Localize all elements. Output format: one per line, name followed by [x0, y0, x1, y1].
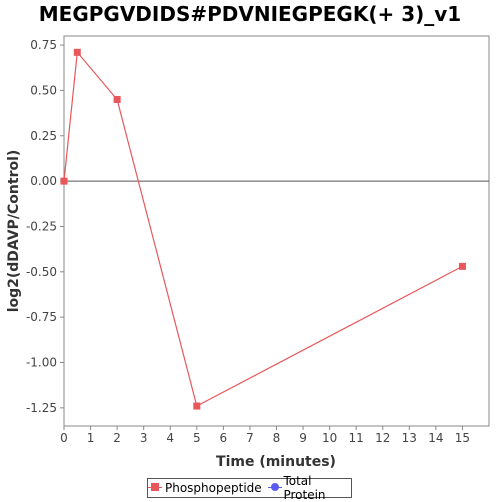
- legend-label-phosphopeptide: Phosphopeptide: [165, 481, 262, 495]
- x-tick-label: 14: [428, 431, 443, 445]
- x-tick-label: 4: [166, 431, 174, 445]
- y-tick-label: -1.25: [26, 401, 57, 415]
- chart-title: MEGPGVDIDS#PDVNIEGPEGK(+ 3)_v1: [38, 2, 462, 26]
- legend: Phosphopeptide Total Protein: [147, 474, 352, 502]
- data-point: [458, 262, 466, 270]
- y-tick-label: -0.25: [26, 219, 57, 233]
- data-point: [193, 402, 201, 410]
- x-tick-label: 9: [299, 431, 307, 445]
- y-tick-label: 0.50: [30, 83, 57, 97]
- data-point: [60, 177, 68, 185]
- x-tick-label: 1: [87, 431, 95, 445]
- plot-area: [63, 35, 490, 427]
- x-tick-label: 7: [246, 431, 254, 445]
- y-tick-label: -0.75: [26, 310, 57, 324]
- x-tick-label: 15: [455, 431, 470, 445]
- data-point: [73, 48, 81, 56]
- y-tick-label: 0.25: [30, 129, 57, 143]
- legend-label-total-protein: Total Protein: [283, 474, 326, 502]
- y-axis-label: log2(dDAVP/Control): [6, 150, 22, 313]
- x-axis-label: Time (minutes): [216, 454, 336, 470]
- x-tick-label: 5: [193, 431, 201, 445]
- y-tick-label: -1.00: [26, 356, 57, 370]
- x-tick-label: 0: [60, 431, 68, 445]
- x-tick-label: 12: [375, 431, 390, 445]
- data-point: [113, 95, 121, 103]
- x-tick-label: 2: [113, 431, 121, 445]
- x-tick-label: 6: [220, 431, 228, 445]
- y-tick-label: 0.00: [30, 174, 57, 188]
- legend-square-marker-icon: [148, 483, 162, 493]
- x-tick-label: 3: [140, 431, 148, 445]
- y-tick-label: 0.75: [30, 38, 57, 52]
- legend-item-total-protein: Total Protein: [267, 474, 351, 502]
- x-tick-label: 13: [402, 431, 417, 445]
- x-tick-label: 8: [273, 431, 281, 445]
- legend-circle-marker-icon: [267, 483, 282, 493]
- legend-item-phosphopeptide: Phosphopeptide: [148, 481, 262, 495]
- x-tick-label: 11: [349, 431, 364, 445]
- y-tick-label: -0.50: [26, 265, 57, 279]
- x-tick-label: 10: [322, 431, 337, 445]
